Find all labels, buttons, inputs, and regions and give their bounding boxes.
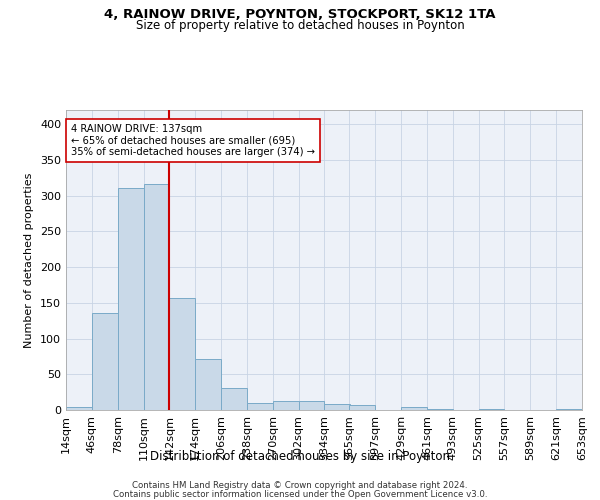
- Bar: [427, 408, 453, 410]
- Text: Size of property relative to detached houses in Poynton: Size of property relative to detached ho…: [136, 19, 464, 32]
- Bar: [169, 298, 195, 410]
- Bar: [221, 388, 247, 410]
- Bar: [299, 400, 325, 410]
- Bar: [325, 404, 350, 410]
- Bar: [143, 184, 169, 410]
- Bar: [195, 360, 221, 410]
- Bar: [556, 408, 582, 410]
- Bar: [401, 407, 427, 410]
- Bar: [92, 313, 118, 410]
- Bar: [118, 188, 143, 410]
- Bar: [349, 405, 375, 410]
- Text: 4 RAINOW DRIVE: 137sqm
← 65% of detached houses are smaller (695)
35% of semi-de: 4 RAINOW DRIVE: 137sqm ← 65% of detached…: [71, 124, 315, 158]
- Y-axis label: Number of detached properties: Number of detached properties: [25, 172, 34, 348]
- Text: Contains HM Land Registry data © Crown copyright and database right 2024.: Contains HM Land Registry data © Crown c…: [132, 481, 468, 490]
- Bar: [479, 408, 505, 410]
- Bar: [66, 407, 92, 410]
- Bar: [273, 400, 299, 410]
- Text: Contains public sector information licensed under the Open Government Licence v3: Contains public sector information licen…: [113, 490, 487, 499]
- Text: 4, RAINOW DRIVE, POYNTON, STOCKPORT, SK12 1TA: 4, RAINOW DRIVE, POYNTON, STOCKPORT, SK1…: [104, 8, 496, 20]
- Text: Distribution of detached houses by size in Poynton: Distribution of detached houses by size …: [150, 450, 450, 463]
- Bar: [247, 403, 273, 410]
